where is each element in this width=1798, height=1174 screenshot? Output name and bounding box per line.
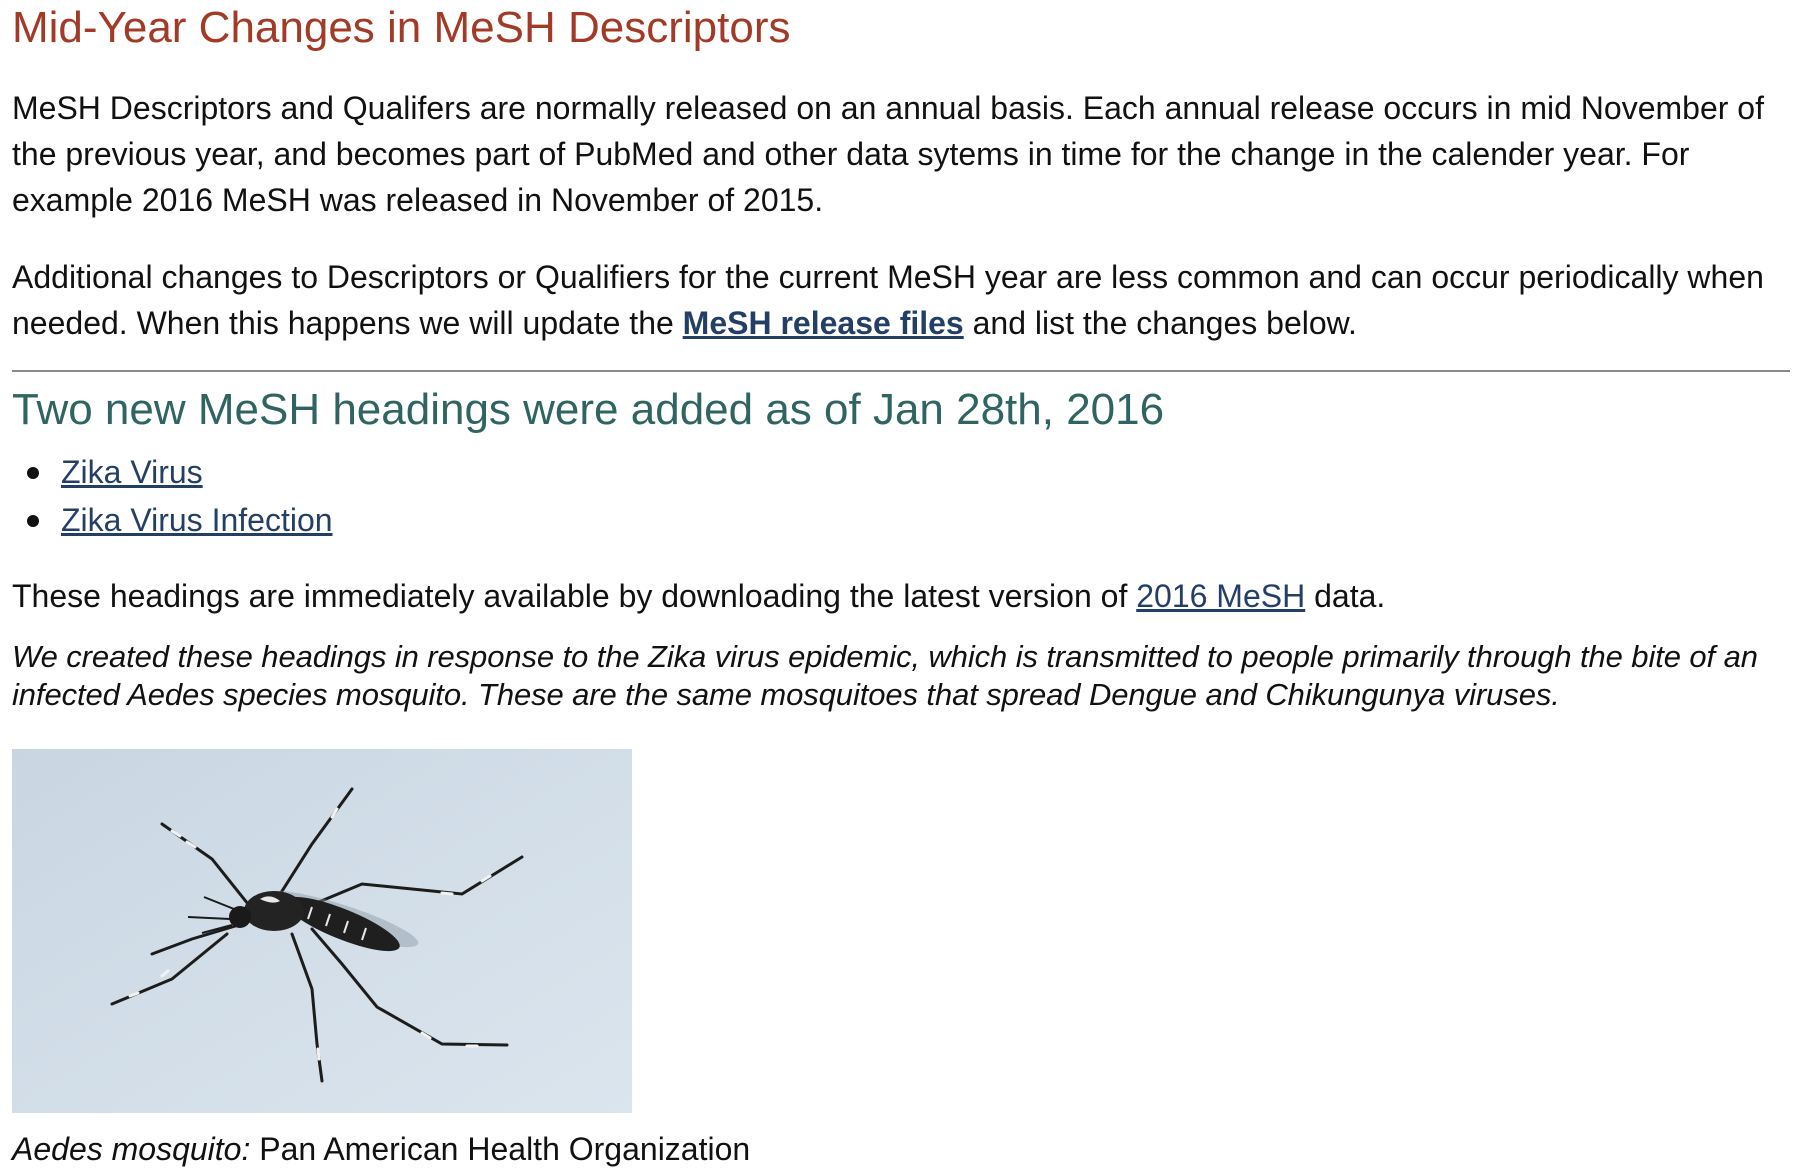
availability-paragraph: These headings are immediately available… [12,573,1782,619]
paragraph-text: data. [1305,578,1386,614]
caption-credit: Pan American Health Organization [250,1131,751,1167]
section-heading: Two new MeSH headings were added as of J… [12,385,1165,434]
zika-virus-link[interactable]: Zika Virus [61,454,203,490]
mesh-release-files-link[interactable]: MeSH release files [682,305,964,341]
image-caption: Aedes mosquito: Pan American Health Orga… [12,1126,750,1172]
caption-species: Aedes mosquito: [12,1131,251,1167]
new-headings-list: Zika Virus Zika Virus Infection [12,448,333,544]
zika-virus-infection-link[interactable]: Zika Virus Infection [61,502,333,538]
intro-paragraph-additional-changes: Additional changes to Descriptors or Qua… [12,254,1782,346]
bullet-icon [27,515,39,527]
list-item: Zika Virus [12,448,333,496]
mosquito-illustration [12,749,632,1113]
paragraph-text: These headings are immediately available… [12,578,1137,614]
paragraph-text: Additional changes to Descriptors or Qua… [12,259,1764,341]
zika-note-paragraph: We created these headings in response to… [12,639,1758,712]
mesh-2016-link[interactable]: 2016 MeSH [1136,578,1306,614]
paragraph-text: and list the changes below. [963,305,1357,341]
section-divider [12,370,1790,372]
bullet-icon [27,467,39,479]
aedes-mosquito-image [12,749,632,1113]
intro-paragraph-release-schedule: MeSH Descriptors and Qualifers are norma… [12,90,1764,218]
page-title: Mid-Year Changes in MeSH Descriptors [12,3,791,52]
list-item: Zika Virus Infection [12,496,333,544]
